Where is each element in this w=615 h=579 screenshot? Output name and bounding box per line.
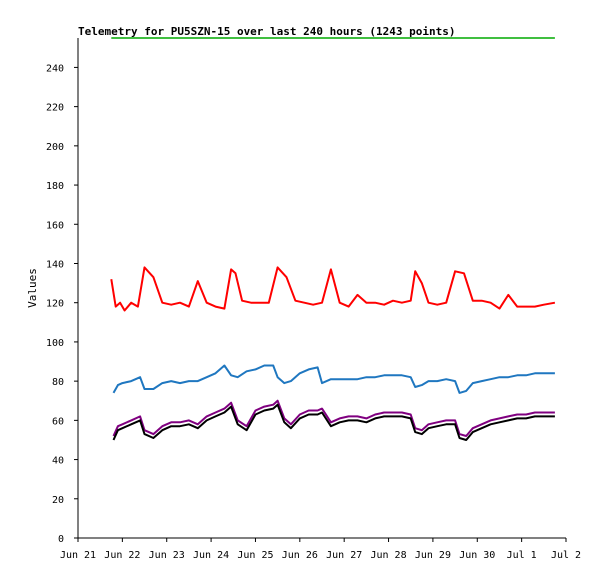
y-tick-label: 160 [46,220,64,231]
y-tick-label: 120 [46,299,64,310]
x-tick-label: Jul 2 [551,550,581,561]
y-axis-label: Values [26,268,39,308]
series-line [112,403,555,441]
x-tick-label: Jun 24 [193,550,229,561]
y-ticks: 0 20 40 60 80 100 120 140 160 180 200 220 240 [46,63,78,545]
series-line [110,266,556,312]
x-tick-label: Jun 22 [104,550,140,561]
series-line [112,399,555,437]
x-tick-label: Jun 21 [60,550,96,561]
y-tick-label: 60 [52,416,64,427]
y-tick-label: 140 [46,259,64,270]
y-tick-label: 240 [46,63,64,74]
y-tick-label: 220 [46,103,64,114]
x-tick-label: Jun 27 [326,550,362,561]
y-tick-label: 200 [46,142,64,153]
series-layer [110,37,556,441]
x-tick-label: Jun 28 [370,550,406,561]
y-tick-label: 180 [46,181,64,192]
series-line [112,364,555,394]
x-tick-label: Jun 25 [237,550,273,561]
y-tick-label: 20 [52,495,64,506]
y-tick-label: 0 [58,534,64,545]
x-tick-label: Jun 23 [149,550,185,561]
x-tick-label: Jun 26 [282,550,318,561]
y-tick-label: 100 [46,338,64,349]
x-tick-label: Jun 29 [415,550,451,561]
x-ticks: Jun 21 Jun 22 Jun 23 Jun 24 Jun 25 Jun 26 Jun … [60,538,581,561]
y-tick-label: 80 [52,377,64,388]
y-tick-label: 40 [52,456,64,467]
x-tick-label: Jun 30 [459,550,495,561]
chart-title: Telemetry for PU5SZN-15 over last 240 ho… [78,25,456,38]
x-tick-label: Jul 1 [507,550,537,561]
